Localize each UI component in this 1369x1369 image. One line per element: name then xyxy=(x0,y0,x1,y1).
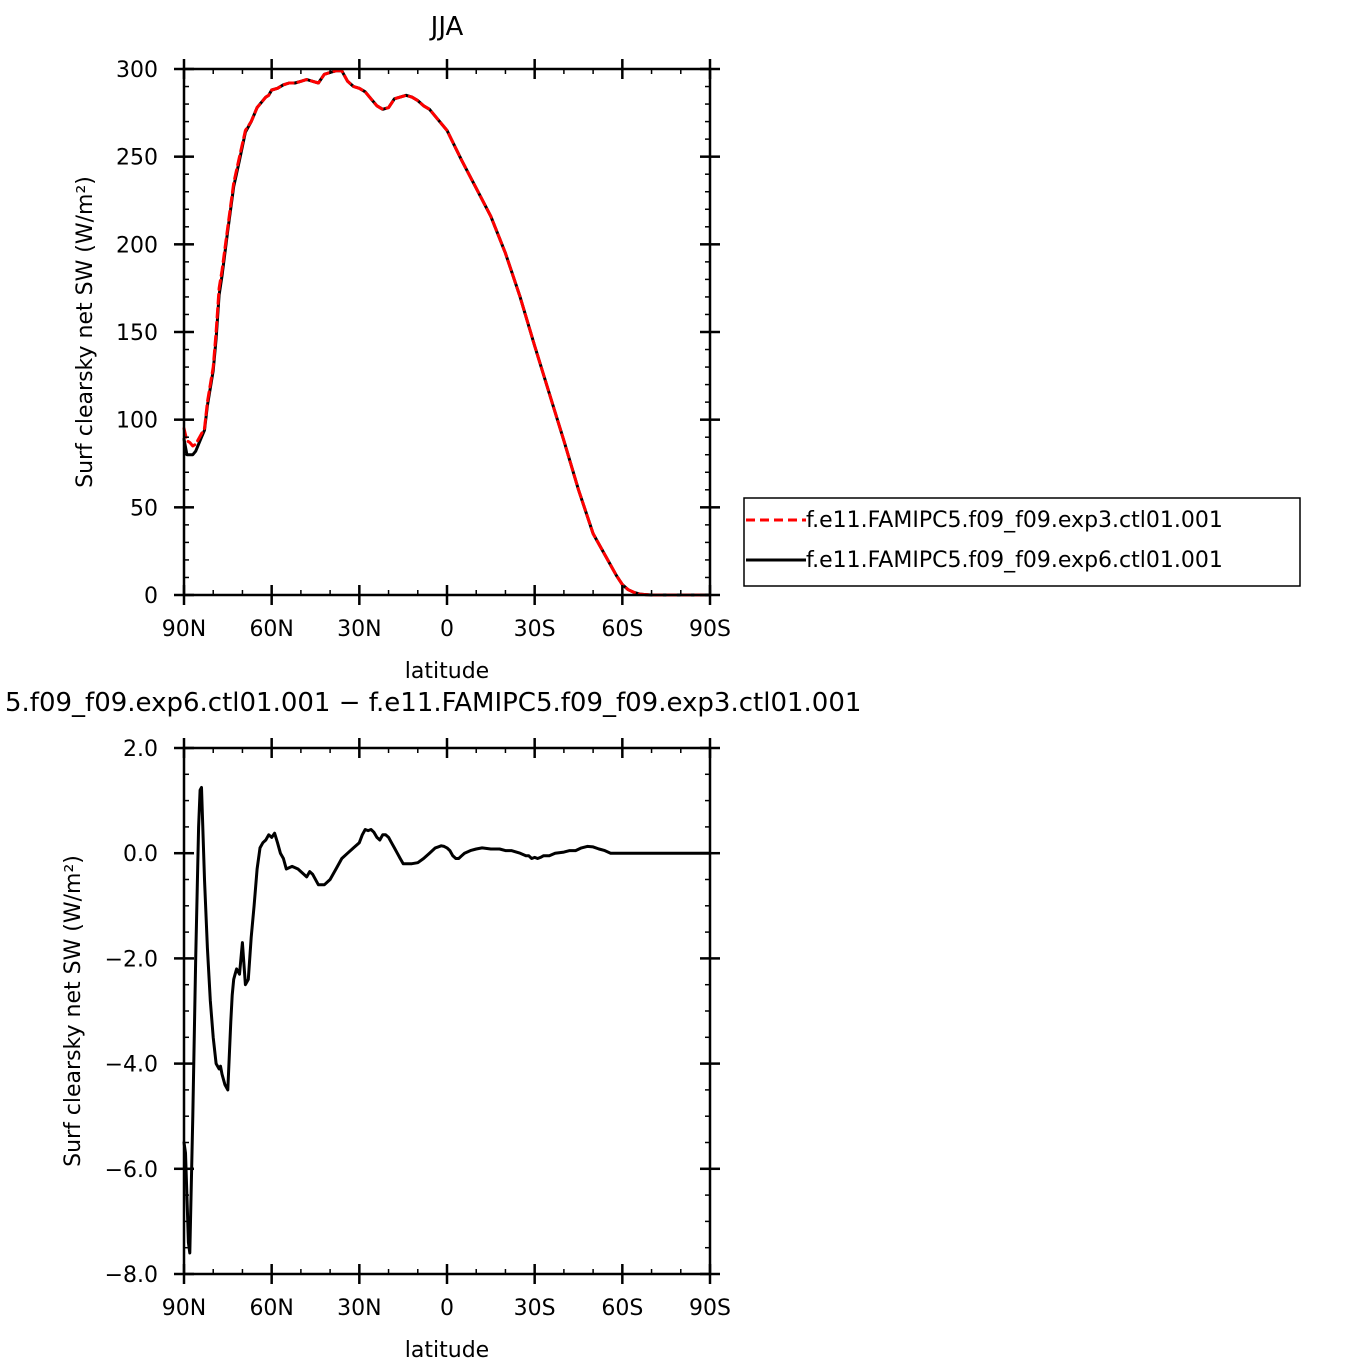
chart-top-plot-frame xyxy=(182,67,712,597)
y-tick-label: 0.0 xyxy=(123,842,158,867)
series-line-2 xyxy=(182,69,712,597)
series-line-1 xyxy=(182,69,712,597)
legend-label-series-1: f.e11.FAMIPC5.f09_f09.exp3.ctl01.001 xyxy=(806,508,1223,533)
chart-bottom-plot-frame xyxy=(182,746,712,1276)
y-tick-label: −2.0 xyxy=(105,947,158,972)
x-tick-label: 60S xyxy=(601,1296,643,1321)
x-tick-label: 30S xyxy=(514,1296,556,1321)
x-tick-label: 0 xyxy=(440,617,454,642)
x-tick-label: 60N xyxy=(249,617,293,642)
legend-frame xyxy=(743,497,1301,587)
chart-bottom-title: 5.f09_f09.exp6.ctl01.001 − f.e11.FAMIPC5… xyxy=(5,688,861,718)
chart-bottom: 5.f09_f09.exp6.ctl01.001 − f.e11.FAMIPC5… xyxy=(5,688,861,1363)
y-tick-label: 250 xyxy=(116,146,158,171)
x-tick-label: 90S xyxy=(689,617,731,642)
y-tick-label: 200 xyxy=(116,233,158,258)
chart-bottom-y-axis-label: Surf clearsky net SW (W/m²) xyxy=(61,855,86,1167)
y-tick-label: 150 xyxy=(116,321,158,346)
x-tick-label: 30S xyxy=(514,617,556,642)
chart-top-x-axis-label: latitude xyxy=(405,659,489,684)
y-tick-label: −6.0 xyxy=(105,1158,158,1183)
y-tick-label: −8.0 xyxy=(105,1263,158,1288)
x-tick-label: 90N xyxy=(162,617,206,642)
chart-top-legend: f.e11.FAMIPC5.f09_f09.exp3.ctl01.001 f.e… xyxy=(743,497,1301,587)
y-tick-label: 50 xyxy=(130,496,158,521)
y-tick-label: 0 xyxy=(144,584,158,609)
x-tick-label: 30N xyxy=(337,1296,381,1321)
x-tick-label: 60S xyxy=(601,617,643,642)
y-tick-label: 2.0 xyxy=(123,737,158,762)
series-line-1 xyxy=(182,786,712,1255)
y-tick-label: −4.0 xyxy=(105,1053,158,1078)
x-tick-label: 0 xyxy=(440,1296,454,1321)
x-tick-label: 90S xyxy=(689,1296,731,1321)
y-tick-label: 100 xyxy=(116,409,158,434)
legend-label-series-2: f.e11.FAMIPC5.f09_f09.exp6.ctl01.001 xyxy=(806,548,1223,573)
x-tick-label: 30N xyxy=(337,617,381,642)
y-tick-label: 300 xyxy=(116,58,158,83)
x-tick-label: 60N xyxy=(249,1296,293,1321)
chart-top-y-axis-label: Surf clearsky net SW (W/m²) xyxy=(73,176,98,488)
chart-top-title: JJA xyxy=(429,12,464,42)
chart-top: JJA 90N 60N 30N 0 30S 60S 90S 0 50 100 150 200 250 30… xyxy=(73,12,1301,684)
chart-bottom-x-axis-label: latitude xyxy=(405,1338,489,1363)
x-tick-label: 90N xyxy=(162,1296,206,1321)
